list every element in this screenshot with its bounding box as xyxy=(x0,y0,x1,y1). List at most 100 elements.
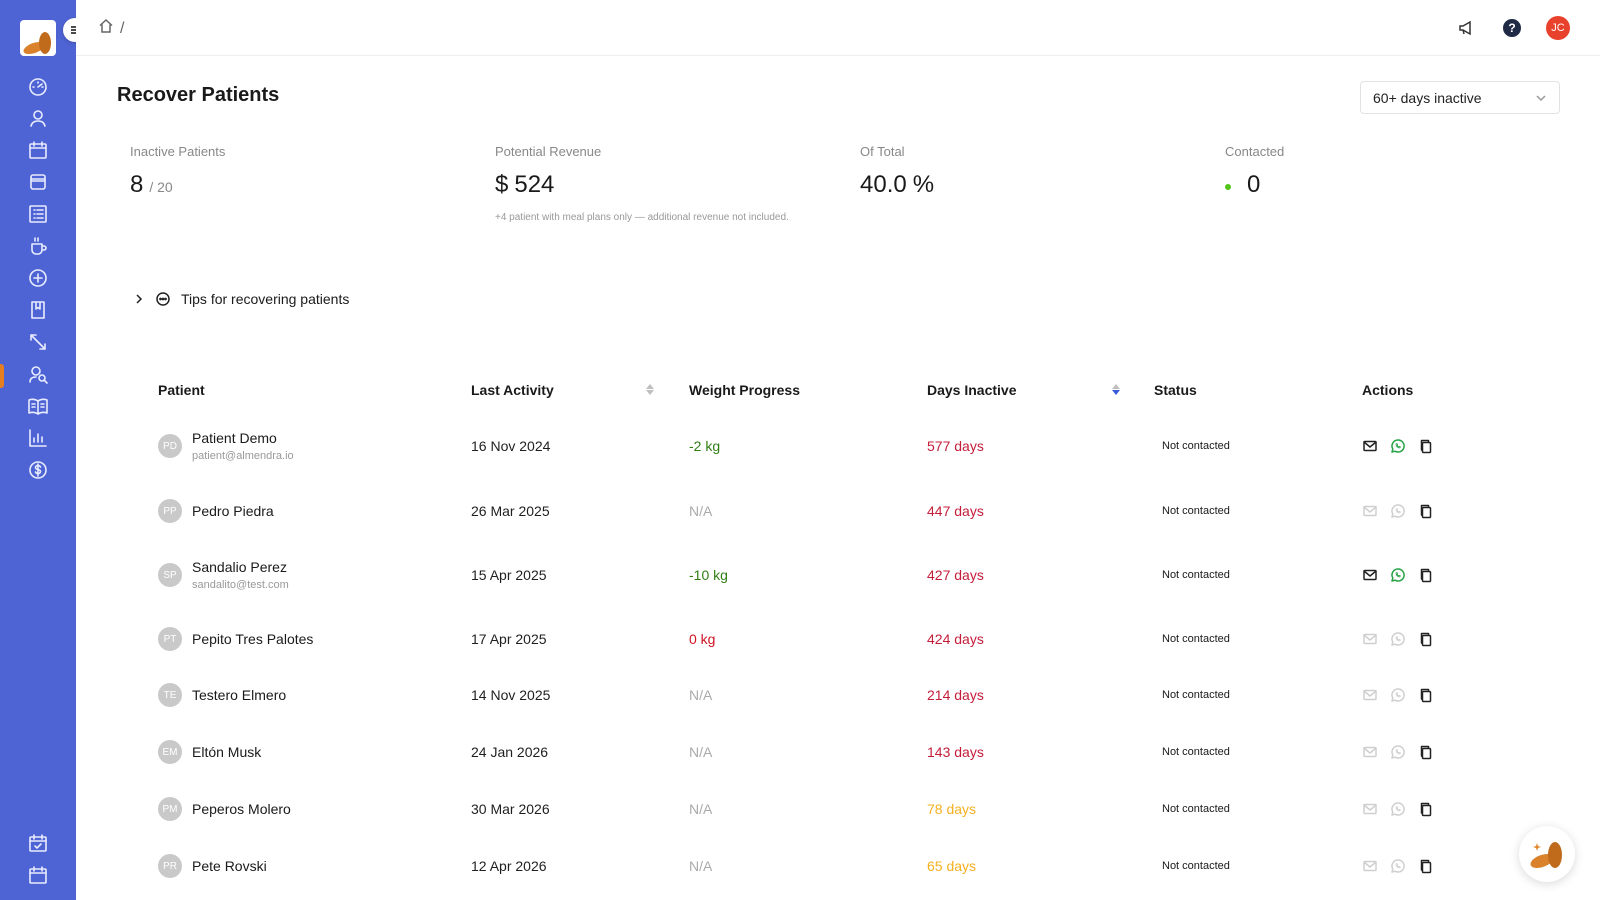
email-icon[interactable] xyxy=(1362,567,1378,583)
actions-cell xyxy=(1362,801,1434,817)
breadcrumb: / xyxy=(98,18,124,39)
patient-name[interactable]: Patient Demo xyxy=(192,430,277,446)
status-cell: Not contacted xyxy=(1162,505,1230,517)
header-patient: Patient xyxy=(158,382,205,398)
whatsapp-icon[interactable] xyxy=(1390,687,1406,703)
patient-name[interactable]: Pete Rovski xyxy=(192,858,267,874)
patient-name[interactable]: Sandalio Perez xyxy=(192,559,287,575)
status-cell: Not contacted xyxy=(1162,746,1230,758)
sort-days-inactive[interactable] xyxy=(1112,384,1120,395)
whatsapp-icon[interactable] xyxy=(1390,438,1406,454)
whatsapp-icon[interactable] xyxy=(1390,631,1406,647)
patient-cell[interactable]: EM Eltón Musk xyxy=(158,740,261,764)
email-icon[interactable] xyxy=(1362,744,1378,760)
email-icon[interactable] xyxy=(1362,438,1378,454)
sidebar-list-icon[interactable] xyxy=(24,200,52,228)
copy-icon[interactable] xyxy=(1418,631,1434,647)
patient-cell[interactable]: PM Peperos Molero xyxy=(158,797,291,821)
table-row[interactable]: SP Sandalio Perez sandalito@test.com 15 … xyxy=(140,542,1520,608)
patient-name[interactable]: Pedro Piedra xyxy=(192,503,274,519)
chat-bubble-icon xyxy=(156,292,170,306)
sidebar-cup-icon[interactable] xyxy=(24,232,52,260)
home-icon[interactable] xyxy=(98,18,114,39)
patient-cell[interactable]: SP Sandalio Perez sandalito@test.com xyxy=(158,559,289,591)
whatsapp-icon[interactable] xyxy=(1390,744,1406,760)
header-days-inactive[interactable]: Days Inactive xyxy=(927,382,1017,398)
patient-name[interactable]: Peperos Molero xyxy=(192,801,291,817)
sidebar-bar-chart-icon[interactable] xyxy=(24,424,52,452)
actions-cell xyxy=(1362,858,1434,874)
email-icon[interactable] xyxy=(1362,503,1378,519)
last-activity-cell: 16 Nov 2024 xyxy=(471,438,551,454)
copy-icon[interactable] xyxy=(1418,858,1434,874)
sidebar-users-search-icon[interactable] xyxy=(24,360,52,388)
sidebar-book-icon[interactable] xyxy=(24,296,52,324)
table-row[interactable]: TE Testero Elmero 14 Nov 2025 N/A 214 da… xyxy=(140,670,1520,720)
sidebar-calendar-icon[interactable] xyxy=(24,136,52,164)
sidebar-dashboard-icon[interactable] xyxy=(24,72,52,100)
megaphone-icon[interactable] xyxy=(1454,16,1478,40)
almond-assistant-icon xyxy=(1530,842,1562,868)
table-row[interactable]: PT Pepito Tres Palotes 17 Apr 2025 0 kg … xyxy=(140,608,1520,670)
tips-collapse[interactable]: Tips for recovering patients xyxy=(133,291,349,307)
whatsapp-icon[interactable] xyxy=(1390,503,1406,519)
sidebar-dollar-icon[interactable] xyxy=(24,456,52,484)
sort-last-activity[interactable] xyxy=(646,384,654,395)
sidebar-layout-icon[interactable] xyxy=(24,168,52,196)
whatsapp-icon[interactable] xyxy=(1390,567,1406,583)
table-row[interactable]: PM Peperos Molero 30 Mar 2026 N/A 78 day… xyxy=(140,784,1520,834)
help-icon[interactable]: ? xyxy=(1500,16,1524,40)
app-logo[interactable] xyxy=(20,20,56,56)
sidebar-bottom-calendar-check-icon[interactable] xyxy=(24,829,52,857)
patient-cell[interactable]: PT Pepito Tres Palotes xyxy=(158,627,313,651)
sidebar-plus-circle-icon[interactable] xyxy=(24,264,52,292)
last-activity-cell: 24 Jan 2026 xyxy=(471,744,549,760)
actions-cell xyxy=(1362,631,1434,647)
copy-icon[interactable] xyxy=(1418,438,1434,454)
copy-icon[interactable] xyxy=(1418,801,1434,817)
patient-name[interactable]: Eltón Musk xyxy=(192,744,262,760)
patient-avatar: SP xyxy=(158,563,182,587)
table-row[interactable]: PD Patient Demo patient@almendra.io 16 N… xyxy=(140,412,1520,480)
patient-cell[interactable]: PP Pedro Piedra xyxy=(158,499,274,523)
sidebar-bottom-calendar-icon[interactable] xyxy=(24,861,52,889)
email-icon[interactable] xyxy=(1362,687,1378,703)
user-avatar[interactable]: JC xyxy=(1546,16,1570,40)
sidebar-arrows-icon[interactable] xyxy=(24,328,52,356)
inactivity-filter-select[interactable]: 60+ days inactive xyxy=(1360,81,1560,114)
email-icon[interactable] xyxy=(1362,631,1378,647)
status-cell: Not contacted xyxy=(1162,689,1230,701)
table-row[interactable]: PR Pete Rovski 12 Apr 2026 N/A 65 days N… xyxy=(140,834,1520,898)
table-row[interactable]: PP Pedro Piedra 26 Mar 2025 N/A 447 days… xyxy=(140,480,1520,542)
patient-cell[interactable]: PR Pete Rovski xyxy=(158,854,267,878)
header-last-activity[interactable]: Last Activity xyxy=(471,382,554,398)
assistant-button[interactable] xyxy=(1519,826,1575,882)
email-icon[interactable] xyxy=(1362,858,1378,874)
tips-label: Tips for recovering patients xyxy=(181,291,350,307)
patient-avatar: TE xyxy=(158,683,182,707)
stat-total: / 20 xyxy=(149,179,173,195)
stat-contacted: Contacted 0 xyxy=(1225,144,1284,199)
patient-cell[interactable]: TE Testero Elmero xyxy=(158,683,286,707)
table-row[interactable]: EM Eltón Musk 24 Jan 2026 N/A 143 days N… xyxy=(140,720,1520,784)
patient-name[interactable]: Testero Elmero xyxy=(192,687,287,703)
stat-label: Potential Revenue xyxy=(495,144,602,159)
days-inactive-cell: 427 days xyxy=(927,567,984,583)
whatsapp-icon[interactable] xyxy=(1390,801,1406,817)
email-icon[interactable] xyxy=(1362,801,1378,817)
copy-icon[interactable] xyxy=(1418,687,1434,703)
sidebar-reading-icon[interactable] xyxy=(24,392,52,420)
last-activity-cell: 26 Mar 2025 xyxy=(471,503,550,519)
sidebar-user-icon[interactable] xyxy=(24,104,52,132)
stat-label: Contacted xyxy=(1225,144,1285,159)
copy-icon[interactable] xyxy=(1418,567,1434,583)
patient-cell[interactable]: PD Patient Demo patient@almendra.io xyxy=(158,430,294,462)
whatsapp-icon[interactable] xyxy=(1390,858,1406,874)
copy-icon[interactable] xyxy=(1418,744,1434,760)
stat-potential-revenue: Potential Revenue $ 524 +4 patient with … xyxy=(495,144,795,225)
status-cell: Not contacted xyxy=(1162,569,1230,581)
copy-icon[interactable] xyxy=(1418,503,1434,519)
actions-cell xyxy=(1362,438,1434,454)
patient-name[interactable]: Pepito Tres Palotes xyxy=(192,631,314,647)
weight-progress-cell: N/A xyxy=(689,503,713,519)
